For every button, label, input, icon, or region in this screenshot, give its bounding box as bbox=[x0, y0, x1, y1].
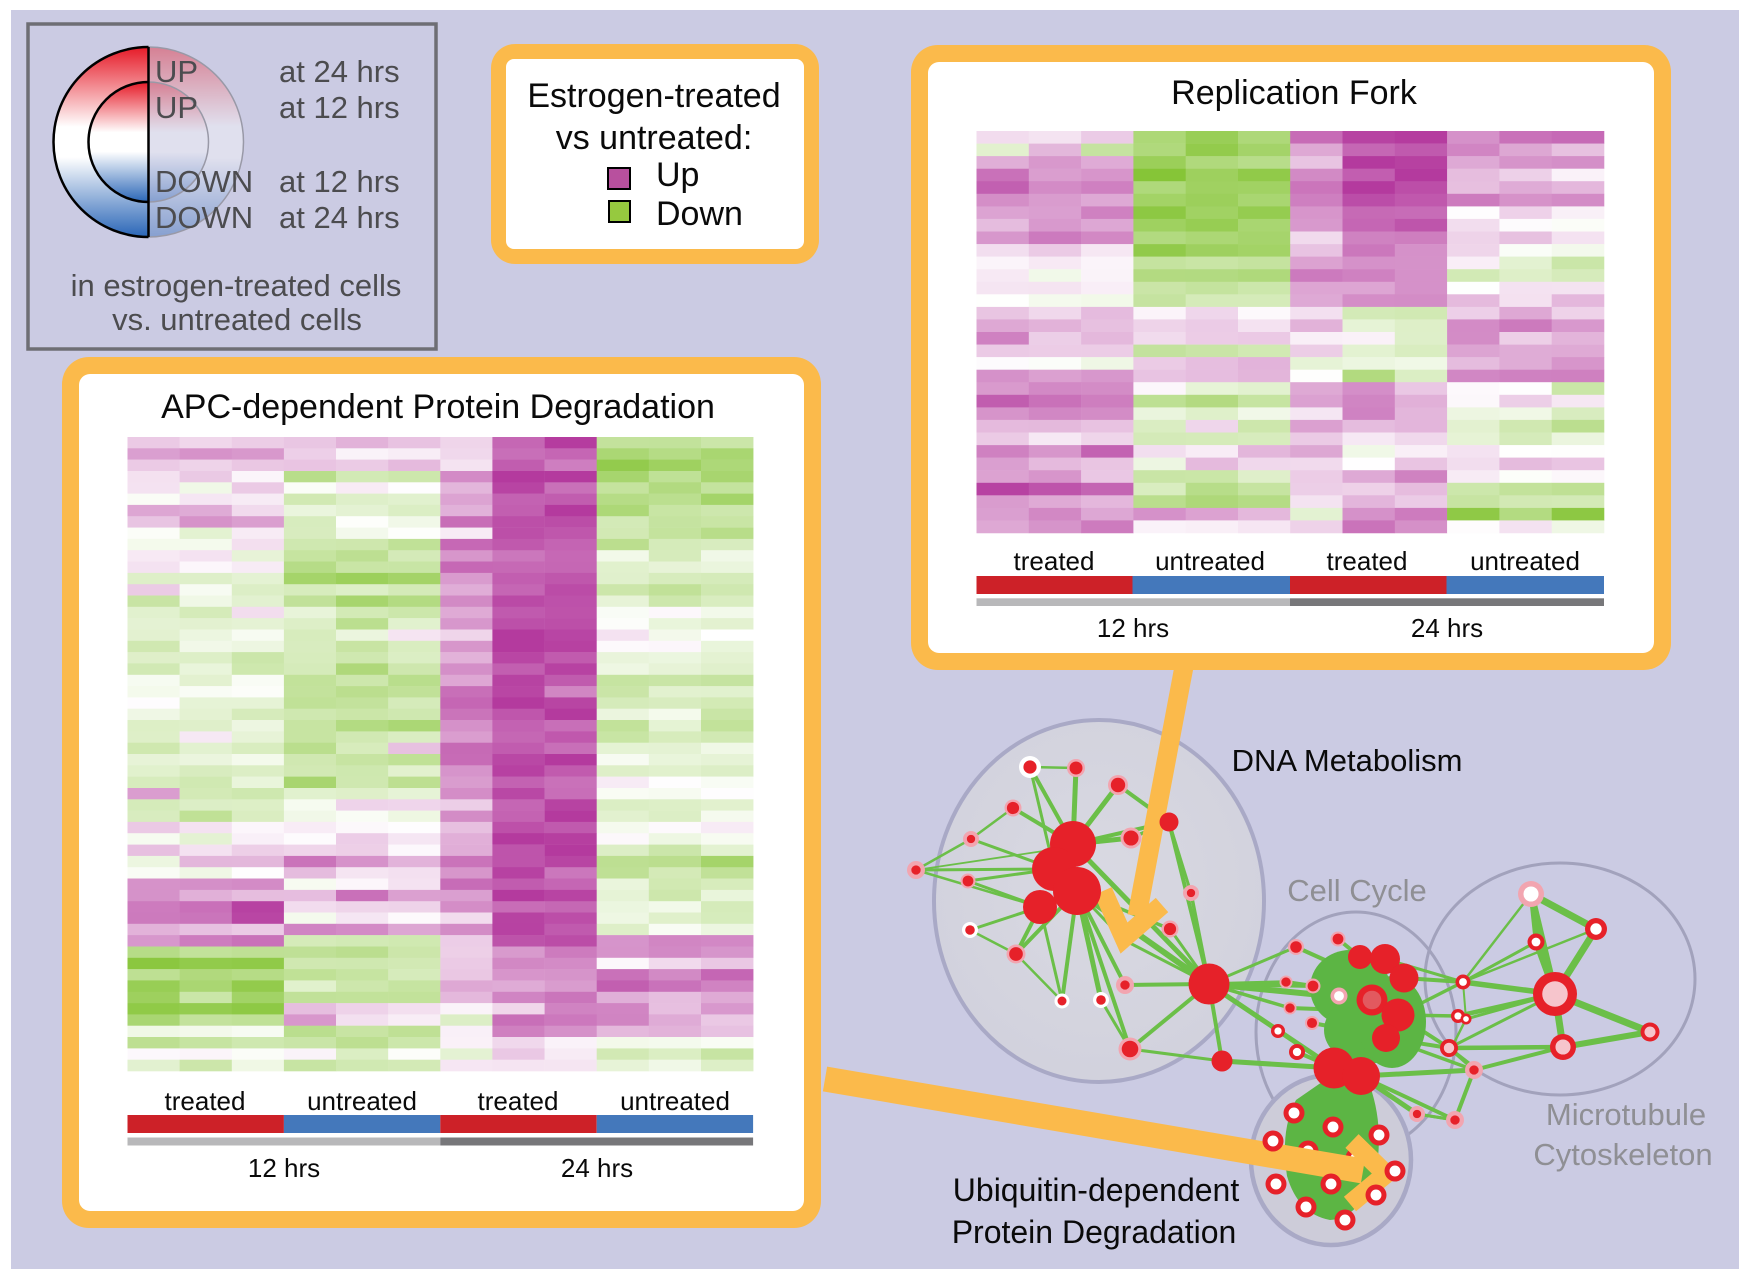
svg-text:12 hrs: 12 hrs bbox=[248, 1153, 320, 1183]
svg-text:UP: UP bbox=[155, 90, 198, 125]
svg-text:12 hrs: 12 hrs bbox=[1097, 613, 1169, 643]
svg-text:at 24 hrs: at 24 hrs bbox=[279, 200, 400, 235]
svg-text:untreated: untreated bbox=[620, 1086, 730, 1116]
svg-text:in estrogen-treated cells: in estrogen-treated cells bbox=[71, 268, 402, 303]
svg-text:vs. untreated cells: vs. untreated cells bbox=[112, 302, 362, 337]
svg-text:Protein Degradation: Protein Degradation bbox=[952, 1214, 1237, 1250]
svg-text:at 24 hrs: at 24 hrs bbox=[279, 54, 400, 89]
svg-text:DNA Metabolism: DNA Metabolism bbox=[1232, 743, 1463, 778]
svg-text:untreated: untreated bbox=[1470, 546, 1580, 576]
svg-text:24 hrs: 24 hrs bbox=[1411, 613, 1483, 643]
svg-text:DOWN: DOWN bbox=[155, 200, 253, 235]
svg-text:treated: treated bbox=[1327, 546, 1408, 576]
svg-text:at 12 hrs: at 12 hrs bbox=[279, 90, 400, 125]
svg-text:treated: treated bbox=[1014, 546, 1095, 576]
svg-text:APC-dependent Protein Degradat: APC-dependent Protein Degradation bbox=[161, 388, 715, 426]
svg-text:Replication Fork: Replication Fork bbox=[1171, 74, 1418, 112]
svg-text:treated: treated bbox=[165, 1086, 246, 1116]
svg-text:untreated: untreated bbox=[1155, 546, 1265, 576]
svg-text:vs untreated:: vs untreated: bbox=[556, 119, 753, 157]
svg-text:Microtubule: Microtubule bbox=[1546, 1097, 1706, 1132]
svg-text:Ubiquitin-dependent: Ubiquitin-dependent bbox=[953, 1172, 1240, 1208]
svg-text:DOWN: DOWN bbox=[155, 164, 253, 199]
svg-text:24 hrs: 24 hrs bbox=[561, 1153, 633, 1183]
svg-text:at 12 hrs: at 12 hrs bbox=[279, 164, 400, 199]
svg-text:Down: Down bbox=[656, 195, 743, 233]
svg-text:Cytoskeleton: Cytoskeleton bbox=[1533, 1137, 1712, 1172]
svg-text:untreated: untreated bbox=[307, 1086, 417, 1116]
svg-text:Up: Up bbox=[656, 156, 699, 194]
svg-text:Cell Cycle: Cell Cycle bbox=[1287, 873, 1427, 908]
svg-text:UP: UP bbox=[155, 54, 198, 89]
svg-text:treated: treated bbox=[478, 1086, 559, 1116]
svg-text:Estrogen-treated: Estrogen-treated bbox=[527, 77, 780, 115]
